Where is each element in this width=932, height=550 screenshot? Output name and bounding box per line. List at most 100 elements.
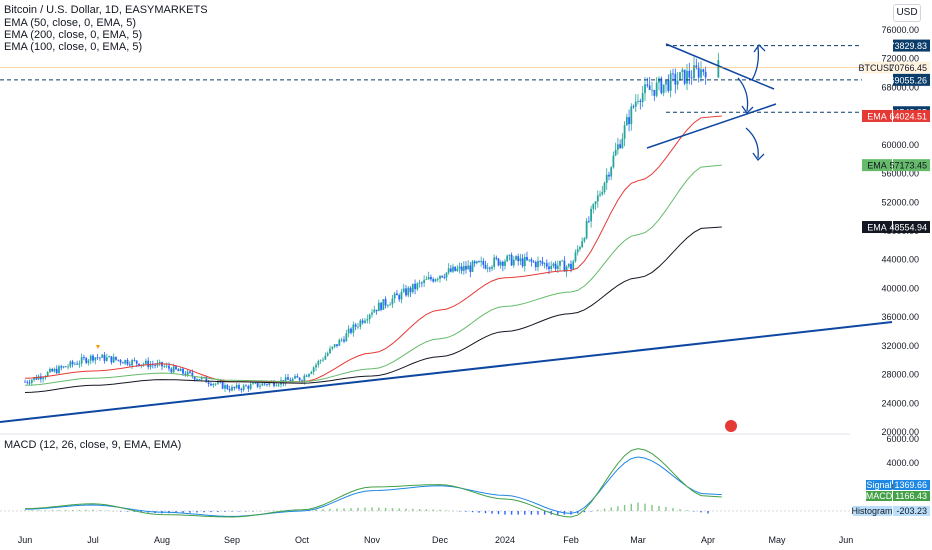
candle-body: [423, 279, 426, 283]
candle-body: [539, 260, 542, 262]
histogram-bar: [189, 511, 191, 513]
macd-legend[interactable]: MACD (12, 26, close, 9, EMA, EMA): [4, 439, 182, 451]
candle-body: [506, 255, 509, 262]
candle-body: [587, 220, 590, 222]
candle: [396, 289, 398, 296]
candle-body: [326, 353, 329, 356]
ema200-legend[interactable]: EMA (200, close, 0, EMA, 5): [4, 29, 143, 41]
histogram-bar: [315, 509, 317, 511]
candle-body: [26, 381, 29, 383]
candle-body: [439, 275, 441, 279]
ema100-legend[interactable]: EMA (100, close, 0, EMA, 5): [4, 41, 143, 53]
candle: [493, 254, 496, 270]
candle: [574, 249, 577, 263]
arrow-mid-head: [741, 105, 754, 115]
histogram-bar: [583, 511, 586, 513]
time-axis-label: Dec: [432, 535, 449, 545]
histogram-bar: [350, 508, 352, 511]
candle: [683, 69, 686, 86]
currency-button[interactable]: USD: [893, 4, 921, 22]
candle: [510, 252, 513, 266]
candle: [69, 360, 72, 369]
tag-ema100-label: EMA: [867, 161, 887, 171]
candle-body: [475, 261, 478, 264]
histogram-bar: [471, 511, 474, 513]
candle: [567, 263, 570, 269]
candle-body: [409, 287, 412, 293]
candle: [458, 262, 461, 274]
candle: [688, 62, 691, 85]
candle: [601, 185, 604, 196]
candle: [465, 261, 467, 274]
candle-body: [354, 324, 357, 327]
candle-body: [138, 363, 140, 367]
candle-body: [610, 167, 613, 177]
candle-body: [570, 263, 572, 270]
histogram-bar: [384, 507, 387, 511]
candle: [405, 285, 407, 297]
candle-body: [128, 364, 131, 366]
candle-body: [252, 383, 254, 385]
candle: [506, 254, 509, 263]
candle: [298, 377, 301, 382]
candle-body: [563, 260, 566, 272]
candle-body: [231, 386, 233, 391]
candle-body: [669, 73, 672, 91]
candle: [242, 383, 245, 392]
candle-body: [242, 385, 245, 391]
candle-body: [541, 261, 544, 264]
candle: [366, 314, 369, 324]
histogram-bar: [252, 511, 254, 512]
candle-body: [357, 326, 359, 328]
candle-body: [504, 261, 506, 266]
candle: [610, 166, 613, 180]
candle: [184, 370, 187, 377]
candle: [165, 362, 168, 369]
candle: [73, 362, 76, 366]
histogram-bar: [196, 511, 198, 513]
candle-body: [478, 261, 480, 263]
candle: [592, 203, 595, 214]
ema50-legend[interactable]: EMA (50, close, 0, EMA, 5): [4, 17, 137, 29]
histogram-bar: [58, 510, 60, 511]
candle: [559, 260, 561, 271]
histogram-bar: [119, 511, 122, 512]
macd-tag-value: 1166.43: [895, 491, 927, 501]
candle: [391, 295, 394, 308]
candle: [24, 379, 26, 383]
histogram-bar: [557, 511, 559, 515]
candle: [619, 139, 622, 150]
candle-body: [676, 80, 679, 85]
candle: [352, 321, 355, 337]
tag-ema200-value: 48554.94: [889, 223, 927, 233]
histogram-bar: [439, 509, 441, 511]
candle: [634, 94, 637, 112]
candle-body: [695, 65, 698, 68]
candle: [432, 277, 435, 283]
candle: [653, 89, 656, 101]
candle-body: [508, 254, 511, 256]
candle-body: [574, 252, 577, 262]
candle-body: [219, 381, 222, 383]
histogram-bar: [686, 510, 688, 511]
candle-body: [364, 320, 366, 323]
candle: [256, 382, 259, 388]
candle-body: [69, 361, 72, 367]
candle-body: [644, 84, 646, 94]
candle-body: [648, 85, 651, 90]
candle-body: [62, 366, 65, 368]
candle-body: [434, 279, 437, 282]
candle-body: [454, 266, 457, 271]
candle-body: [261, 383, 264, 386]
candle-body: [224, 385, 226, 389]
high-marker-icon: [96, 345, 100, 349]
candle-body: [345, 333, 348, 342]
histogram-bar: [203, 511, 205, 513]
candle: [175, 365, 177, 370]
candle: [697, 62, 700, 83]
candle: [112, 353, 115, 363]
candle-body: [200, 377, 203, 380]
candle: [315, 362, 317, 371]
candle-body: [245, 385, 247, 387]
